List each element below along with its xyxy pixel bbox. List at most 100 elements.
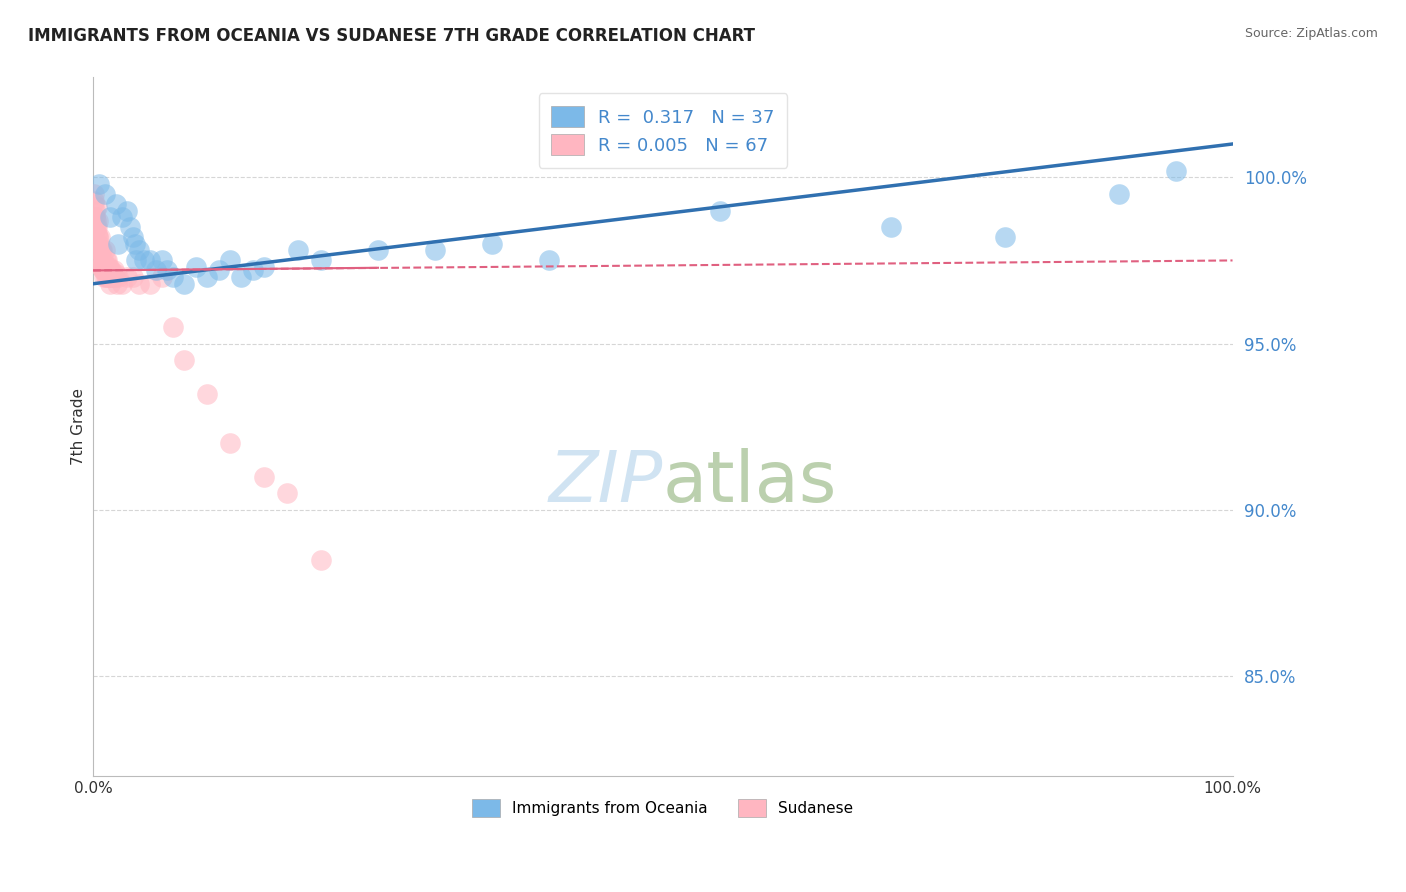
Point (111, 277, 134, 291)
Point (86, 220, 108, 235)
Point (219, 436, 242, 450)
Point (101, 270, 124, 285)
Point (100, 270, 122, 285)
Point (423, 244, 446, 258)
Point (125, 253, 148, 268)
Point (91, 263, 114, 277)
Point (150, 253, 173, 268)
Point (117, 203, 139, 218)
Point (111, 210, 134, 224)
Point (93, 186, 115, 201)
Point (84, 203, 107, 218)
Point (128, 277, 150, 291)
Point (94, 263, 117, 277)
Point (97, 263, 120, 277)
Point (253, 469, 276, 483)
Point (173, 277, 195, 291)
Point (195, 386, 218, 401)
Point (90, 244, 112, 258)
Point (219, 253, 242, 268)
Point (118, 220, 141, 235)
Point (89, 253, 111, 268)
Point (173, 353, 195, 368)
Point (89, 244, 111, 258)
Point (124, 236, 146, 251)
Point (1108, 186, 1130, 201)
Point (195, 270, 218, 285)
Point (87, 230, 110, 244)
Point (94, 253, 117, 268)
Text: IMMIGRANTS FROM OCEANIA VS SUDANESE 7TH GRADE CORRELATION CHART: IMMIGRANTS FROM OCEANIA VS SUDANESE 7TH … (28, 27, 755, 45)
Point (87, 177, 110, 191)
Point (91, 244, 114, 258)
Point (104, 197, 127, 211)
Point (184, 260, 207, 274)
Point (367, 244, 389, 258)
Point (87, 236, 110, 251)
Point (89, 230, 111, 244)
Point (122, 270, 145, 285)
Point (253, 260, 276, 274)
Text: atlas: atlas (662, 448, 837, 517)
Point (122, 230, 145, 244)
Point (150, 270, 173, 285)
Point (128, 244, 150, 258)
Point (94, 270, 117, 285)
Point (1164, 163, 1187, 178)
Point (231, 270, 253, 285)
Point (87, 213, 110, 227)
Point (83, 194, 105, 208)
Point (880, 220, 903, 235)
Point (90, 253, 112, 268)
Point (91, 263, 114, 277)
Point (162, 270, 184, 285)
Point (145, 263, 167, 277)
Point (98, 277, 121, 291)
Point (87, 244, 110, 258)
Point (98, 263, 121, 277)
Point (96, 253, 118, 268)
Point (83, 197, 105, 211)
Point (107, 270, 129, 285)
Text: ZIP: ZIP (548, 448, 662, 517)
Point (93, 270, 115, 285)
Text: Source: ZipAtlas.com: Source: ZipAtlas.com (1244, 27, 1378, 40)
Point (287, 244, 309, 258)
Point (309, 553, 332, 567)
Point (96, 260, 118, 274)
Point (96, 260, 118, 274)
Point (98, 210, 121, 224)
Point (96, 270, 118, 285)
Point (98, 260, 121, 274)
Point (83, 186, 105, 201)
Point (84, 213, 107, 227)
Point (105, 277, 128, 291)
Point (309, 253, 332, 268)
Point (83, 210, 105, 224)
Point (481, 236, 503, 251)
Point (134, 253, 156, 268)
Point (139, 253, 162, 268)
Point (90, 260, 112, 274)
Point (242, 263, 264, 277)
Point (98, 270, 121, 285)
Point (537, 253, 560, 268)
Point (87, 230, 110, 244)
Point (97, 270, 120, 285)
Point (103, 263, 125, 277)
Point (97, 267, 120, 281)
Point (93, 253, 115, 268)
Point (84, 220, 107, 235)
Y-axis label: 7th Grade: 7th Grade (72, 388, 86, 466)
Point (90, 260, 112, 274)
Point (709, 203, 731, 218)
Point (207, 263, 229, 277)
Point (86, 200, 108, 214)
Point (93, 260, 115, 274)
Point (276, 486, 298, 500)
Point (139, 277, 162, 291)
Point (104, 267, 127, 281)
Point (156, 263, 179, 277)
Point (162, 320, 184, 334)
Point (100, 267, 122, 281)
